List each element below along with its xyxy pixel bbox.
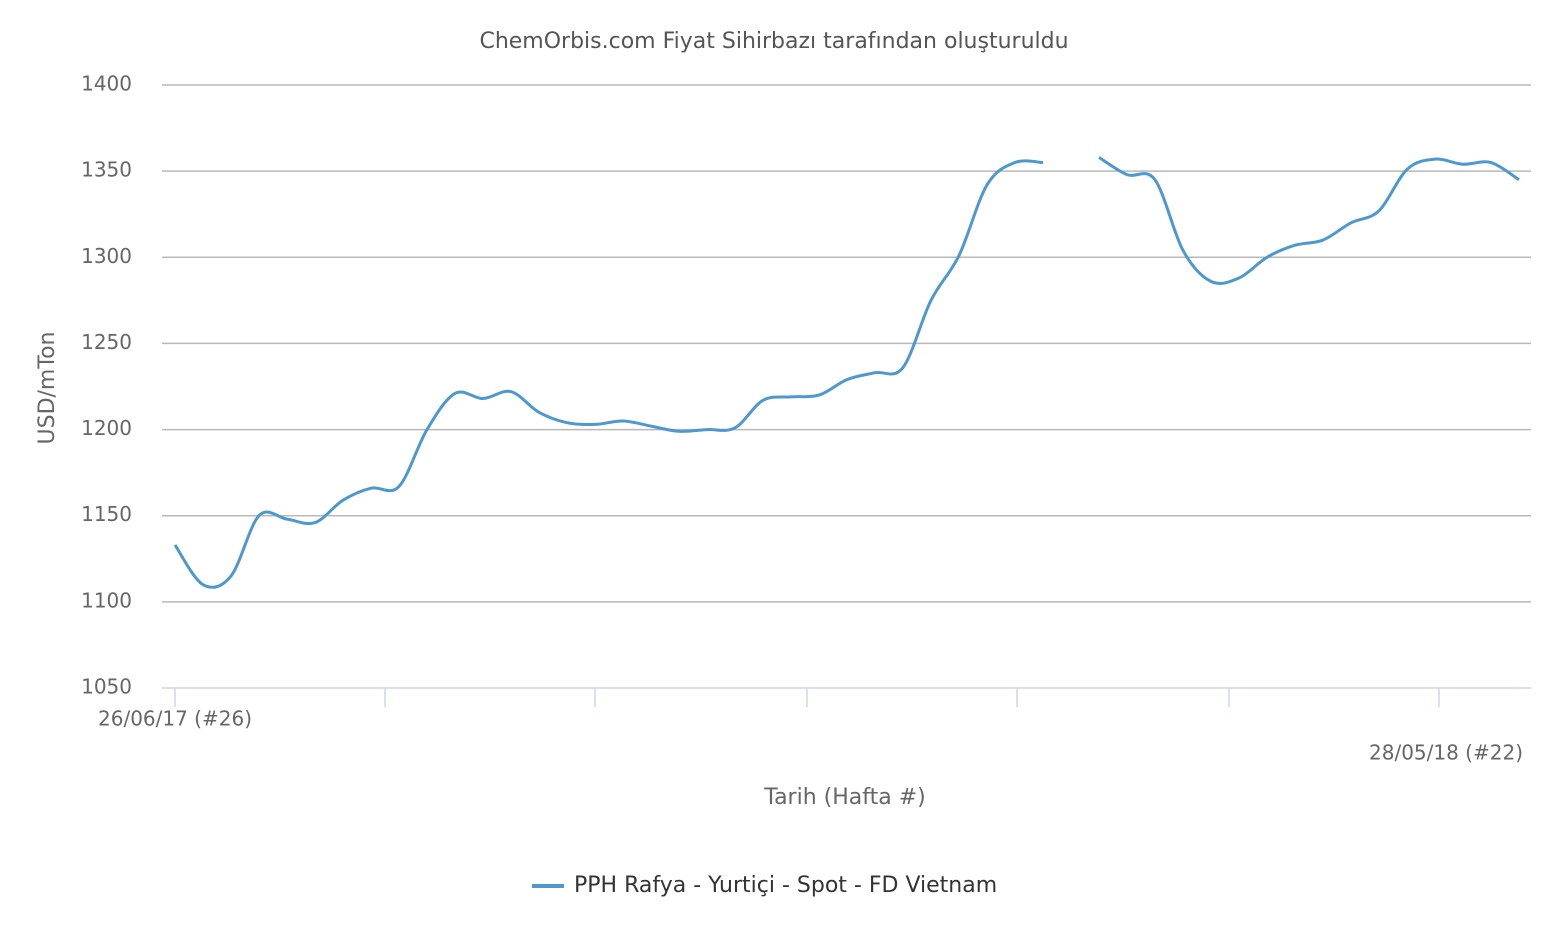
y-tick-label: 1400 <box>81 72 132 96</box>
x-axis-title: Tarih (Hafta #) <box>763 785 925 810</box>
y-tick-label: 1100 <box>81 588 132 612</box>
y-tick-label: 1150 <box>81 502 132 526</box>
y-axis-title: USD/mTon <box>35 332 60 445</box>
x-tick-label: 28/05/18 (#22) <box>1369 741 1523 765</box>
chart-title: ChemOrbis.com Fiyat Sihirbazı tarafından… <box>479 29 1068 54</box>
y-tick-label: 1250 <box>81 330 132 354</box>
line-series <box>173 156 1520 589</box>
y-tick-label: 1350 <box>81 158 132 182</box>
y-tick-label: 1050 <box>81 675 132 699</box>
y-tick-label: 1200 <box>81 416 132 440</box>
y-tick-label: 1300 <box>81 244 132 268</box>
legend-label: PPH Rafya - Yurtiçi - Spot - FD Vietnam <box>574 873 997 898</box>
x-tick-label: 26/06/17 (#26) <box>98 707 252 731</box>
x-axis-ticks <box>174 688 1440 707</box>
